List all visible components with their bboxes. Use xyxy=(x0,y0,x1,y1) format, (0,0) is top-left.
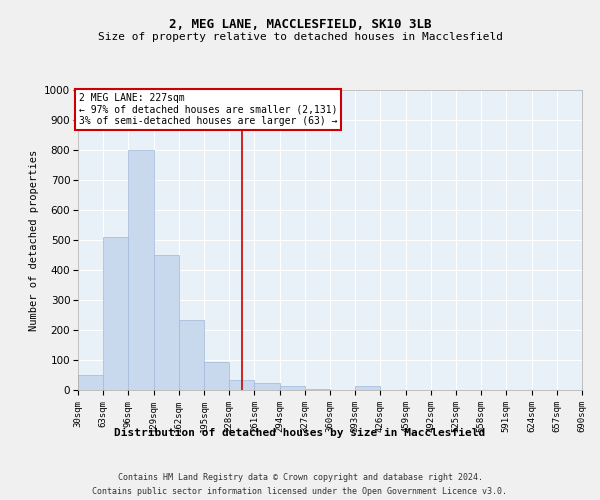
Bar xyxy=(78,375,103,390)
Text: 2, MEG LANE, MACCLESFIELD, SK10 3LB: 2, MEG LANE, MACCLESFIELD, SK10 3LB xyxy=(169,18,431,30)
Text: Distribution of detached houses by size in Macclesfield: Distribution of detached houses by size … xyxy=(115,428,485,438)
Text: Contains HM Land Registry data © Crown copyright and database right 2024.: Contains HM Land Registry data © Crown c… xyxy=(118,472,482,482)
Text: Size of property relative to detached houses in Macclesfield: Size of property relative to detached ho… xyxy=(97,32,503,42)
Y-axis label: Number of detached properties: Number of detached properties xyxy=(29,150,38,330)
Bar xyxy=(229,380,254,390)
Text: Contains public sector information licensed under the Open Government Licence v3: Contains public sector information licen… xyxy=(92,488,508,496)
Bar xyxy=(355,386,380,390)
Bar xyxy=(179,320,204,390)
Bar xyxy=(280,386,305,390)
Bar xyxy=(305,388,330,390)
Bar xyxy=(154,255,179,390)
Bar xyxy=(103,237,128,390)
Bar xyxy=(254,382,280,390)
Text: 2 MEG LANE: 227sqm
← 97% of detached houses are smaller (2,131)
3% of semi-detac: 2 MEG LANE: 227sqm ← 97% of detached hou… xyxy=(79,93,337,126)
Bar xyxy=(204,362,229,390)
Bar xyxy=(128,150,154,390)
